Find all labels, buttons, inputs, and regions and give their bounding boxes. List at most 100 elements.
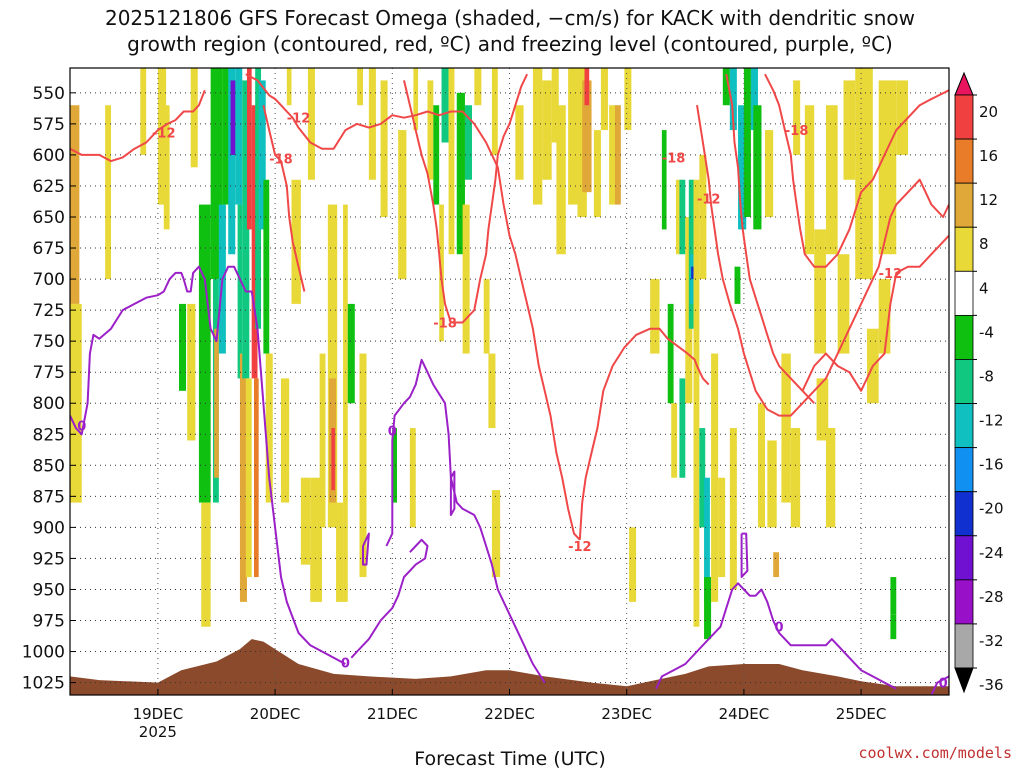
red-contour-label: -12 [568, 540, 592, 555]
omega-cell [230, 80, 238, 155]
omega-cell [242, 80, 250, 379]
omega-cell [629, 527, 637, 602]
purple-contour-line [449, 470, 456, 516]
omega-cell [729, 68, 737, 131]
omega-cell [235, 68, 243, 205]
colorbar-segment [954, 94, 974, 140]
colorbar-label: -24 [979, 544, 1004, 562]
omega-cell [441, 68, 449, 143]
red-contour-label: -18 [662, 151, 686, 166]
omega-cell [448, 68, 455, 255]
omega-cell [210, 68, 223, 280]
omega-cell [246, 68, 252, 230]
colorbar-segment [954, 226, 974, 272]
omega-cell [488, 353, 496, 429]
pressure-tick-label: 750 [33, 332, 65, 352]
omega-cell [251, 105, 257, 292]
omega-cell [427, 80, 434, 180]
title-line-1: 2025121806 GFS Forecast Omega (shaded, −… [105, 6, 915, 30]
colorbar-label: 16 [979, 147, 998, 165]
omega-cell [483, 279, 490, 354]
omega-cell [201, 502, 211, 627]
time-tick-label: 22DEC [484, 705, 535, 723]
omega-cell [163, 105, 170, 230]
purple-contour-line [740, 532, 749, 578]
omega-cell [551, 68, 559, 143]
omega-cell [614, 105, 621, 205]
omega-cell [327, 204, 338, 528]
omega-cell [357, 68, 363, 106]
omega-cell [254, 378, 259, 578]
omega-cell [693, 179, 700, 627]
colorbar-segment [954, 403, 974, 449]
omega-cell [718, 477, 726, 578]
red-contour-label: -12 [879, 267, 903, 282]
omega-cell [729, 428, 737, 590]
omega-cell [433, 105, 440, 205]
omega-cell [688, 179, 695, 329]
colorbar: 20 16 12 8 4 -4 -8 -12 -16 -20 -24 -28 -32 -36 [954, 71, 1004, 694]
colorbar-segment [954, 491, 974, 537]
omega-cell [757, 403, 765, 528]
colorbar-segment [954, 535, 974, 581]
time-tick-year: 2025 [139, 723, 177, 741]
red-contour-label: -18 [785, 124, 809, 139]
pressure-tick-label: 875 [33, 487, 65, 507]
title-line-2: growth region (contoured, red, ºC) and f… [127, 32, 893, 56]
omega-cell [691, 266, 695, 280]
omega-cell [890, 614, 897, 640]
omega-cell [568, 68, 578, 205]
red-contour-label: -18 [433, 317, 457, 332]
terrain-area [70, 639, 949, 695]
omega-cell [781, 353, 791, 503]
omega-cell [699, 428, 706, 528]
omega-cell [291, 179, 301, 304]
omega-cell [265, 353, 273, 503]
pressure-tick-label: 1025 [22, 674, 65, 694]
chart-title: 2025121806 GFS Forecast Omega (shaded, −… [105, 6, 915, 56]
red-contour-line [245, 73, 581, 541]
omega-cell [743, 68, 751, 217]
omega-cell [222, 68, 231, 205]
time-tick-label: 20DEC [250, 705, 301, 723]
omega-cell [753, 105, 762, 230]
omega-cell [310, 477, 322, 602]
omega-cell [704, 477, 710, 602]
omega-cell [816, 378, 829, 441]
colorbar-label: 4 [979, 279, 989, 297]
omega-cell [804, 105, 815, 255]
colorbar-segment [954, 138, 974, 184]
omega-cell [70, 105, 80, 304]
omega-cell [456, 92, 465, 255]
omega-cell [368, 68, 376, 180]
red-contour-line [578, 327, 710, 540]
time-tick-label: 25DEC [836, 705, 887, 723]
omega-cell [896, 80, 908, 155]
omega-cell [764, 130, 774, 217]
omega-cell [532, 68, 543, 205]
omega-cell [392, 428, 397, 503]
omega-cell [228, 68, 236, 255]
colorbar-segment [954, 447, 974, 493]
colorbar-label: -32 [979, 632, 1004, 650]
omega-cell [711, 353, 719, 602]
purple-contour-label: 0 [775, 621, 784, 636]
time-tick-label: 21DEC [367, 705, 418, 723]
red-contour-line [403, 73, 529, 324]
pressure-tick-label: 925 [33, 549, 65, 569]
omega-cell [336, 502, 344, 602]
omega-cell [773, 552, 780, 578]
x-axis-label: Forecast Time (UTC) [414, 748, 605, 768]
red-contour-label: -18 [269, 153, 293, 168]
pressure-tick-label: 900 [33, 518, 65, 538]
omega-cell [767, 440, 777, 528]
omega-cell [704, 577, 712, 640]
terrain-fill [70, 639, 949, 695]
purple-contour-label: 0 [939, 677, 948, 692]
purple-contour-line [350, 538, 429, 659]
omega-cell [624, 68, 632, 131]
omega-cell [890, 577, 897, 615]
pressure-tick-label: 550 [33, 84, 65, 104]
pressure-tick-label: 850 [33, 456, 65, 476]
